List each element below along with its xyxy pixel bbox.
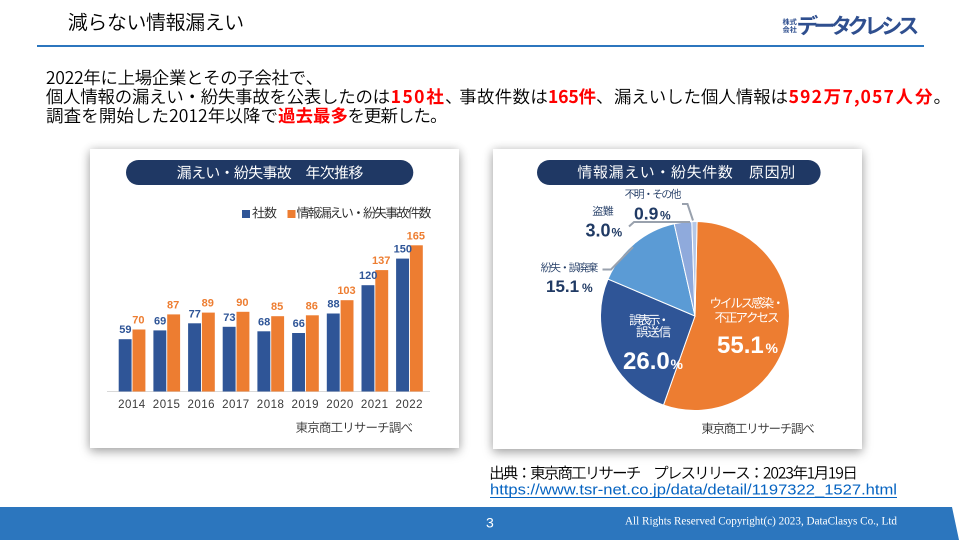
svg-text:88: 88 (327, 299, 339, 311)
svg-text:69: 69 (154, 315, 166, 327)
svg-text:3.0: 3.0 (586, 221, 611, 241)
svg-text:59: 59 (119, 324, 131, 336)
svg-text:2021: 2021 (361, 399, 389, 411)
svg-text:%: % (660, 208, 671, 222)
svg-text:150: 150 (394, 244, 412, 256)
svg-text:86: 86 (306, 300, 318, 312)
svg-text:%: % (671, 356, 684, 372)
svg-text:2015: 2015 (153, 399, 181, 411)
svg-text:https://www.tsr-net.co.jp/data: https://www.tsr-net.co.jp/data/detail/11… (490, 482, 897, 499)
svg-text:85: 85 (271, 301, 283, 313)
svg-text:3: 3 (486, 515, 494, 531)
svg-text:103: 103 (337, 285, 355, 297)
svg-text:%: % (612, 226, 623, 240)
svg-text:2022: 2022 (396, 399, 424, 411)
svg-text:87: 87 (167, 299, 179, 311)
svg-text:26.0: 26.0 (623, 348, 670, 375)
svg-text:120: 120 (359, 270, 377, 282)
svg-text:2017: 2017 (222, 399, 250, 411)
svg-text:68: 68 (258, 316, 270, 328)
svg-text:%: % (582, 281, 593, 295)
svg-text:%: % (766, 340, 779, 356)
svg-text:73: 73 (223, 312, 235, 324)
svg-text:15.1: 15.1 (546, 277, 579, 296)
svg-text:0.9: 0.9 (634, 203, 659, 223)
svg-text:2019: 2019 (292, 399, 320, 411)
svg-text:55.1: 55.1 (717, 332, 764, 359)
svg-text:70: 70 (132, 315, 144, 327)
svg-text:89: 89 (202, 298, 214, 310)
svg-text:77: 77 (189, 308, 201, 320)
svg-text:2014: 2014 (118, 399, 146, 411)
svg-text:2016: 2016 (188, 399, 216, 411)
svg-text:66: 66 (293, 318, 305, 330)
svg-text:2018: 2018 (257, 399, 285, 411)
svg-text:137: 137 (372, 255, 390, 267)
svg-text:2020: 2020 (326, 399, 354, 411)
svg-text:90: 90 (236, 297, 248, 309)
svg-text:165: 165 (407, 230, 425, 242)
svg-text:All Rights Reserved Copyright(: All Rights Reserved Copyright(c) 2023, D… (625, 514, 897, 528)
